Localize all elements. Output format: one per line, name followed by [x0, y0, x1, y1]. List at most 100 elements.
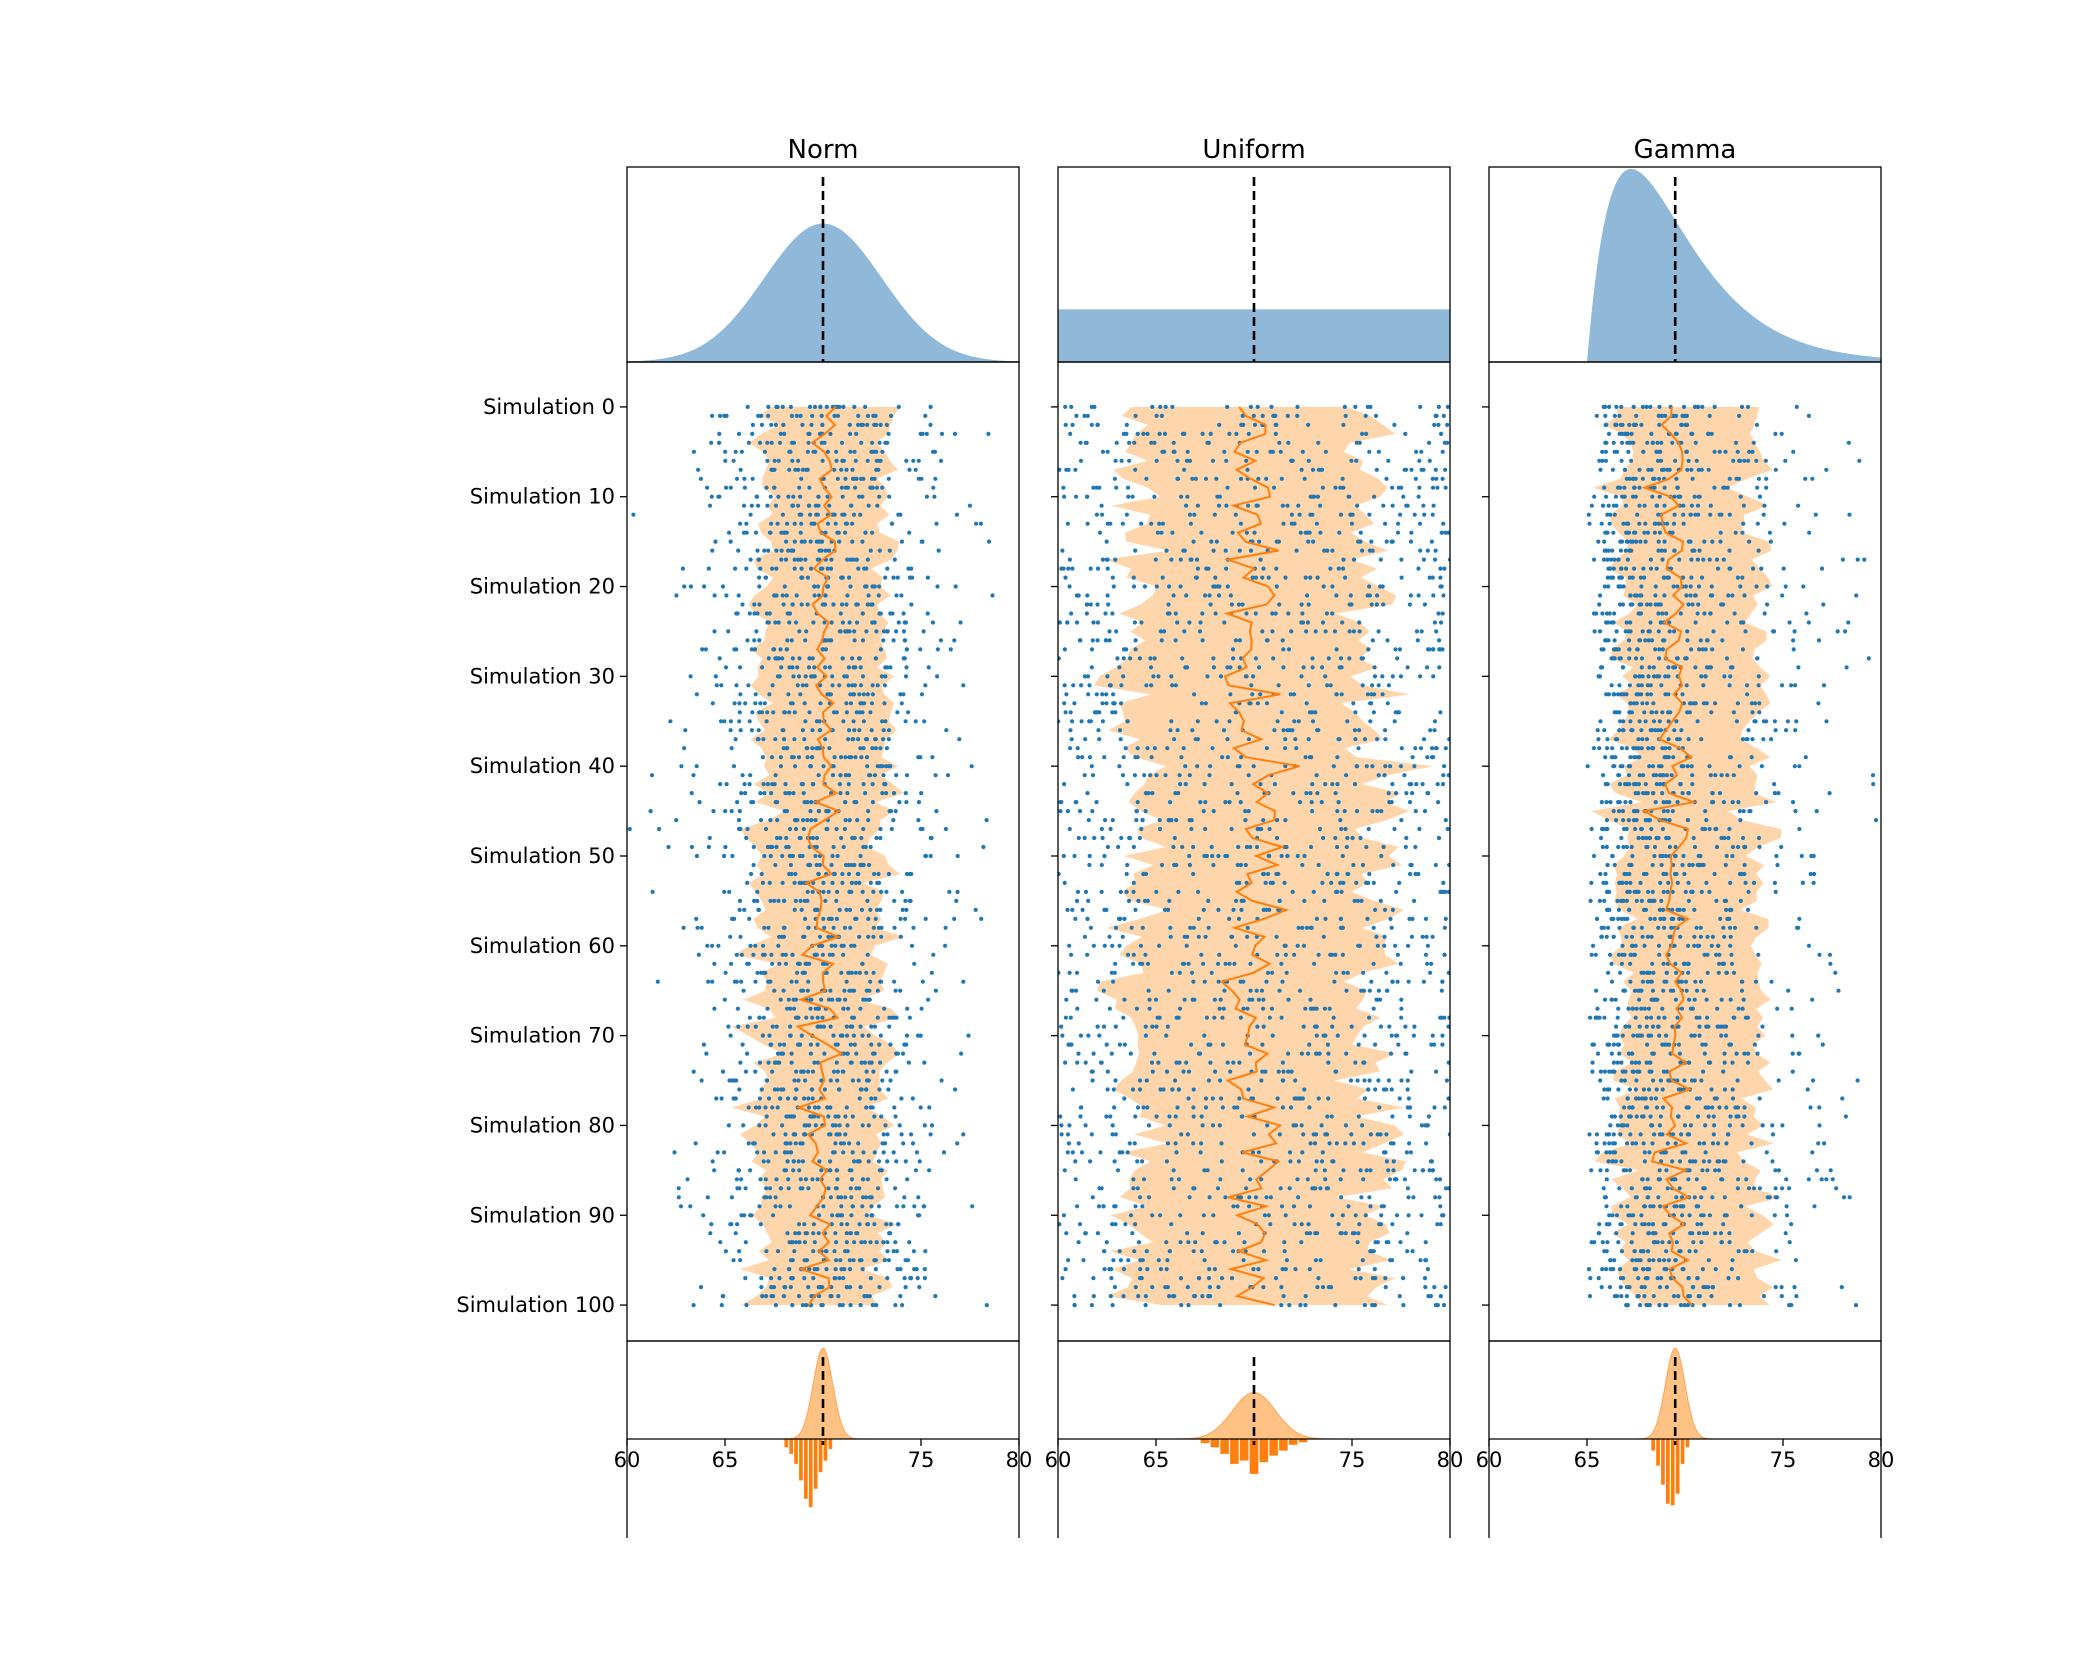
sample-point [745, 638, 750, 643]
sample-point [831, 871, 836, 877]
sample-point [899, 539, 905, 544]
sample-point [1079, 1105, 1084, 1110]
sample-point [1273, 1276, 1279, 1281]
sample-point [1405, 1078, 1410, 1083]
sample-point [1733, 440, 1739, 445]
sample-point [1308, 791, 1313, 796]
sample-point [1791, 638, 1796, 643]
sample-point [807, 710, 812, 715]
sample-point [1636, 737, 1641, 742]
sample-point [1657, 413, 1662, 418]
sample-point [1115, 656, 1120, 661]
sample-point [691, 1303, 696, 1308]
sample-point [1692, 494, 1697, 499]
sample-point [1615, 485, 1621, 490]
sample-point [1425, 1267, 1430, 1272]
sample-point [1390, 485, 1395, 490]
sample-point [1626, 638, 1632, 643]
sample-point [728, 1222, 733, 1227]
sample-point [1637, 467, 1642, 472]
sample-point [1313, 1258, 1318, 1263]
sample-point [713, 539, 718, 544]
sample-point [807, 656, 812, 661]
sample-point [1752, 719, 1757, 724]
sample-point [1068, 431, 1073, 436]
sample-point [1722, 485, 1727, 490]
sample-point [757, 1204, 762, 1209]
sample-point [834, 1240, 839, 1245]
sample-point [1135, 1105, 1141, 1110]
sample-point [877, 548, 882, 553]
sample-point [1343, 1231, 1348, 1236]
sample-point [1173, 1114, 1178, 1119]
sample-point [1709, 584, 1714, 589]
sample-point [922, 719, 927, 724]
sample-point [1701, 557, 1706, 562]
sample-point [933, 988, 939, 993]
sample-point [778, 997, 783, 1002]
sample-point [766, 404, 771, 409]
sample-point [822, 620, 827, 625]
sample-point [1112, 1204, 1117, 1209]
sample-point [791, 1159, 796, 1164]
sample-point [723, 970, 728, 975]
sample-point [866, 593, 871, 598]
sample-point [1738, 458, 1743, 463]
sample-point [1616, 647, 1621, 652]
sample-point [1370, 548, 1375, 553]
sample-point [763, 1177, 768, 1182]
sample-point [1166, 907, 1171, 913]
sample-point [1246, 503, 1251, 508]
sample-point [1299, 1123, 1304, 1128]
sample-point [1666, 674, 1671, 679]
sample-point [881, 1150, 886, 1155]
sample-point [831, 925, 836, 930]
sample-point [1304, 791, 1309, 796]
sample-point [1323, 629, 1328, 634]
sample-point [1606, 431, 1612, 436]
sample-point [799, 880, 804, 886]
sample-point [1261, 818, 1266, 823]
sample-point [1637, 638, 1642, 643]
sample-point [803, 638, 808, 643]
sample-point [1120, 521, 1125, 526]
sample-point [1150, 1069, 1155, 1074]
sample-point [1227, 916, 1232, 922]
sample-point [1641, 773, 1646, 778]
sample-point [866, 1159, 871, 1164]
sample-point [1104, 1240, 1109, 1245]
sample-point [1167, 1114, 1172, 1119]
sample-point [736, 431, 742, 436]
sample-point [1264, 476, 1269, 481]
sample-point [958, 620, 963, 625]
sample-point [903, 916, 908, 922]
sample-point [1141, 1105, 1146, 1110]
sample-point [1439, 988, 1444, 993]
sample-point [1813, 512, 1818, 517]
sample-point [1125, 1150, 1130, 1155]
sample-point [784, 809, 790, 814]
sample-point [1611, 503, 1616, 508]
sample-point [857, 970, 863, 975]
sample-point [1346, 1204, 1351, 1209]
sample-point [1100, 719, 1105, 724]
sample-point [811, 1231, 816, 1236]
sample-point [674, 593, 679, 598]
sample-point [769, 952, 774, 957]
sample-point [825, 584, 830, 589]
sample-point [762, 1195, 767, 1200]
sample-point [742, 782, 747, 787]
sample-point [881, 1240, 886, 1245]
sample-point [1075, 1204, 1080, 1209]
sample-point [1693, 665, 1698, 670]
sample-point [1636, 683, 1641, 688]
x-tick-label: 80 [1006, 1448, 1033, 1472]
sample-point [824, 809, 829, 814]
sample-point [913, 467, 918, 472]
sample-point [1164, 1159, 1169, 1164]
sample-point [1322, 898, 1327, 904]
sample-point [1177, 1060, 1182, 1065]
sample-point [1749, 701, 1754, 706]
sample-point [1268, 1222, 1273, 1227]
